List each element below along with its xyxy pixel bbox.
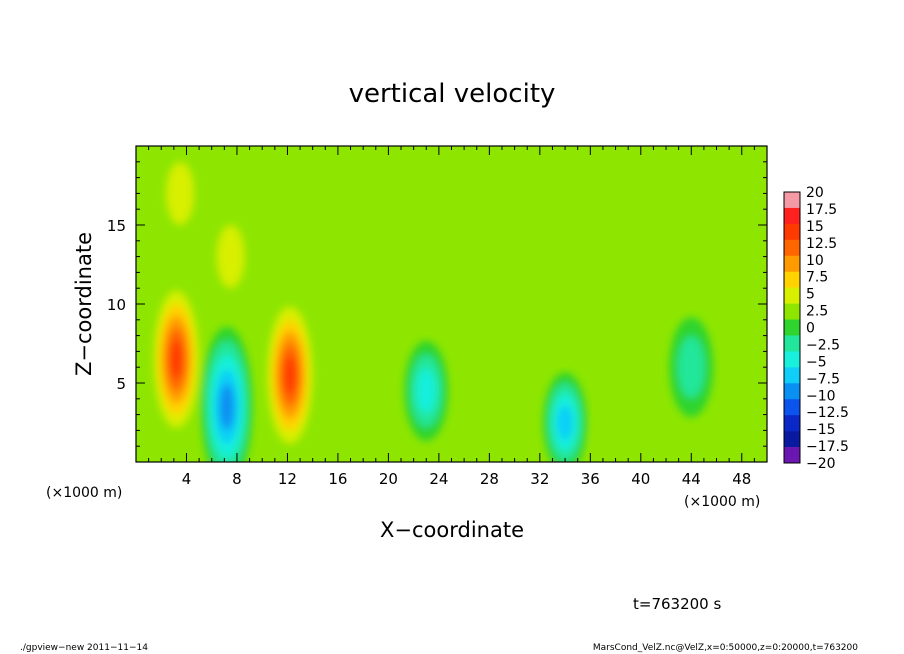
x-tick-label: 32 (530, 470, 549, 488)
colorbar-label: 2.5 (806, 304, 828, 320)
colorbar-swatch (784, 303, 800, 320)
x-tick-label: 20 (379, 470, 398, 488)
x-tick-label: 28 (480, 470, 499, 488)
colorbar-label: −12.5 (806, 405, 849, 421)
x-tick-label: 44 (682, 470, 701, 488)
colorbar-swatch (784, 271, 800, 288)
y-tick-label: 10 (107, 296, 126, 314)
colorbar-label: −5 (806, 354, 827, 370)
x-unit-label-right: (×1000 m) (684, 494, 760, 510)
field-feature-3 (263, 295, 316, 456)
colorbar-label: 20 (806, 185, 824, 201)
colorbar-label: 17.5 (806, 202, 837, 218)
x-tick-label: 40 (631, 470, 650, 488)
footer-left: ./gpview−new 2011−11−14 (20, 643, 148, 653)
field-feature-4 (208, 206, 253, 307)
field-feature-1 (150, 279, 203, 440)
field-feature-9 (593, 396, 638, 462)
colorbar-label: 5 (806, 287, 815, 303)
x-tick-label: 12 (278, 470, 297, 488)
colorbar-label: 0 (806, 321, 815, 337)
field-feature-7 (543, 372, 588, 462)
colorbar-swatch (784, 415, 800, 432)
x-tick-label: 16 (328, 470, 347, 488)
colorbar-label: −2.5 (806, 337, 840, 353)
colorbar-label: −10 (806, 388, 836, 404)
x-unit-label-left: (×1000 m) (46, 485, 122, 501)
colorbar-label: 7.5 (806, 270, 828, 286)
colorbar-label: −20 (806, 456, 836, 472)
field-feature-8 (669, 317, 714, 418)
y-axis-label: Z−coordinate (72, 232, 96, 376)
colorbar-swatch (784, 319, 800, 336)
y-tick-label: 5 (116, 375, 126, 393)
footer-right: MarsCond_VelZ.nc@VelZ,x=0:50000,z=0:2000… (592, 643, 858, 653)
field-feature-5 (158, 146, 203, 244)
x-tick-label: 4 (182, 470, 192, 488)
x-tick-label: 48 (732, 470, 751, 488)
field-feature-2 (200, 326, 253, 462)
colorbar-swatch (784, 399, 800, 416)
colorbar-swatch (784, 367, 800, 384)
chart-title: vertical velocity (349, 79, 556, 109)
x-axis-label: X−coordinate (380, 518, 524, 542)
colorbar-swatch (784, 239, 800, 257)
colorbar-swatch (784, 255, 800, 272)
field-feature-6 (404, 340, 449, 441)
colorbar-label: 12.5 (806, 236, 837, 252)
colorbar-swatch (784, 431, 800, 448)
colorbar-label: 10 (806, 253, 824, 269)
time-label: t=763200 s (633, 595, 721, 613)
colorbar-swatch (784, 192, 800, 209)
colorbar-swatch (784, 383, 800, 400)
colorbar-label: 15 (806, 219, 824, 235)
colorbar-label: −15 (806, 422, 836, 438)
y-tick-label: 15 (107, 217, 126, 235)
colorbar-swatch (784, 223, 800, 241)
x-tick-label: 8 (232, 470, 242, 488)
x-tick-label: 36 (581, 470, 600, 488)
colorbar: 2017.51512.5107.552.50−2.5−5−7.5−10−12.5… (783, 185, 849, 472)
colorbar-swatch (784, 207, 800, 225)
colorbar-swatch (784, 351, 800, 368)
colorbar-swatch (784, 287, 800, 304)
colorbar-swatch (784, 335, 800, 352)
colorbar-label: −17.5 (806, 439, 849, 455)
colorbar-swatch (784, 447, 800, 464)
x-tick-label: 24 (429, 470, 448, 488)
colorbar-label: −7.5 (806, 371, 840, 387)
